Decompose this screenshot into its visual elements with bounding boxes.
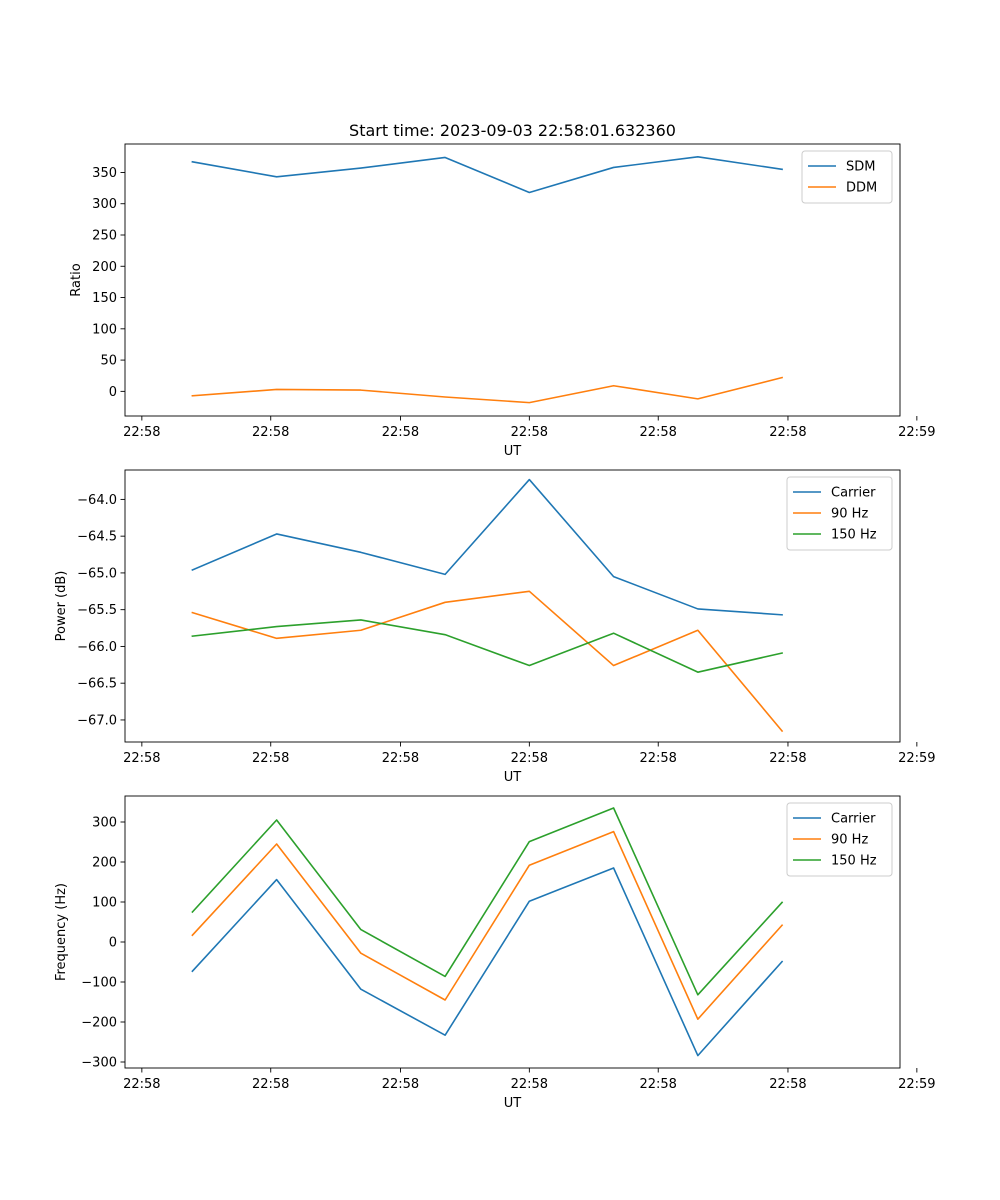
- y-tick-label: −64.0: [77, 493, 117, 508]
- x-tick-label: 22:58: [123, 1077, 160, 1092]
- legend-entry: 90 Hz: [831, 833, 868, 848]
- x-tick-label: 22:58: [639, 425, 676, 440]
- x-tick-label: 22:58: [382, 751, 419, 766]
- x-tick-label: 22:58: [382, 1077, 419, 1092]
- x-axis-label: UT: [504, 770, 522, 785]
- y-tick-label: 350: [92, 166, 117, 181]
- y-tick-label: 200: [92, 260, 117, 275]
- legend: Carrier 90 Hz 150 Hz: [786, 802, 893, 877]
- series-line-ddm: [191, 376, 784, 404]
- x-tick-label: 22:58: [769, 425, 806, 440]
- y-tick-label: −100: [81, 976, 117, 991]
- subplot-1: 22:58 22:58 22:58 22:58 22:58 22:58 22:59 0 50 10…: [69, 143, 936, 459]
- series-line-carrier: [191, 478, 783, 616]
- x-tick-label: 22:58: [252, 751, 289, 766]
- legend-entry: Carrier: [831, 812, 876, 827]
- chart-title: Start time: 2023-09-03 22:58:01.632360: [349, 121, 676, 140]
- y-tick-label: 300: [92, 197, 117, 212]
- series-line-90-hz: [191, 590, 784, 733]
- axes-frame: [124, 143, 901, 417]
- legend-entry: DDM: [846, 181, 877, 196]
- y-tick-label: −67.0: [77, 713, 117, 728]
- y-tick-label: 250: [92, 229, 117, 244]
- y-axis-label: Ratio: [69, 263, 84, 296]
- y-tick-label: 100: [92, 322, 117, 337]
- x-tick-label: 22:59: [898, 425, 935, 440]
- y-tick-label: −65.0: [77, 566, 117, 581]
- legend-box: [801, 150, 893, 204]
- series-line-150-hz: [191, 807, 784, 996]
- legend: SDM DDM: [801, 150, 893, 204]
- y-tick-label: −65.5: [77, 603, 117, 618]
- y-tick-label: −66.0: [77, 640, 117, 655]
- legend: Carrier 90 Hz 150 Hz: [786, 476, 893, 551]
- y-tick-label: 100: [92, 896, 117, 911]
- legend-entry: Carrier: [831, 486, 876, 501]
- y-axis-label: Frequency (Hz): [54, 883, 69, 981]
- series-line-90-hz: [191, 830, 784, 1021]
- y-tick-label: −300: [81, 1056, 117, 1071]
- y-tick-label: 150: [92, 291, 117, 306]
- legend-box: [786, 476, 893, 551]
- subplots: 22:58 22:58 22:58 22:58 22:58 22:58 22:59 0 50 10…: [54, 143, 936, 1111]
- y-tick-label: 0: [109, 385, 117, 400]
- y-tick-label: −200: [81, 1016, 117, 1031]
- y-tick-label: −64.5: [77, 530, 117, 545]
- x-tick-label: 22:58: [511, 1077, 548, 1092]
- axes-frame: [124, 795, 901, 1069]
- y-tick-label: −66.5: [77, 677, 117, 692]
- x-tick-label: 22:58: [123, 751, 160, 766]
- y-tick-label: 50: [100, 354, 117, 369]
- x-tick-label: 22:58: [769, 1077, 806, 1092]
- x-tick-label: 22:58: [123, 425, 160, 440]
- series-line-sdm: [191, 156, 783, 194]
- x-tick-label: 22:58: [382, 425, 419, 440]
- series-line-carrier: [191, 867, 784, 1057]
- x-tick-label: 22:58: [639, 1077, 676, 1092]
- legend-entry: 150 Hz: [831, 854, 877, 869]
- y-axis-label: Power (dB): [54, 571, 69, 642]
- x-tick-label: 22:58: [639, 751, 676, 766]
- legend-entry: 150 Hz: [831, 528, 877, 543]
- x-tick-label: 22:59: [898, 751, 935, 766]
- y-tick-label: 0: [109, 936, 117, 951]
- axes-frame: [124, 469, 901, 743]
- legend-box: [786, 802, 893, 877]
- subplot-2: 22:58 22:58 22:58 22:58 22:58 22:58 22:59 −67.0…: [54, 469, 936, 785]
- x-tick-label: 22:58: [769, 751, 806, 766]
- y-tick-label: 200: [92, 856, 117, 871]
- legend-entry: 90 Hz: [831, 507, 868, 522]
- x-axis-label: UT: [504, 444, 522, 459]
- x-tick-label: 22:58: [252, 425, 289, 440]
- y-tick-label: 300: [92, 816, 117, 831]
- x-axis-label: UT: [504, 1096, 522, 1111]
- series-line-150-hz: [191, 619, 784, 673]
- x-tick-label: 22:58: [511, 425, 548, 440]
- subplot-3: 22:58 22:58 22:58 22:58 22:58 22:58 22:59 −300 −…: [54, 795, 936, 1111]
- x-tick-label: 22:58: [511, 751, 548, 766]
- x-tick-label: 22:59: [898, 1077, 935, 1092]
- legend-entry: SDM: [846, 160, 875, 175]
- x-tick-label: 22:58: [252, 1077, 289, 1092]
